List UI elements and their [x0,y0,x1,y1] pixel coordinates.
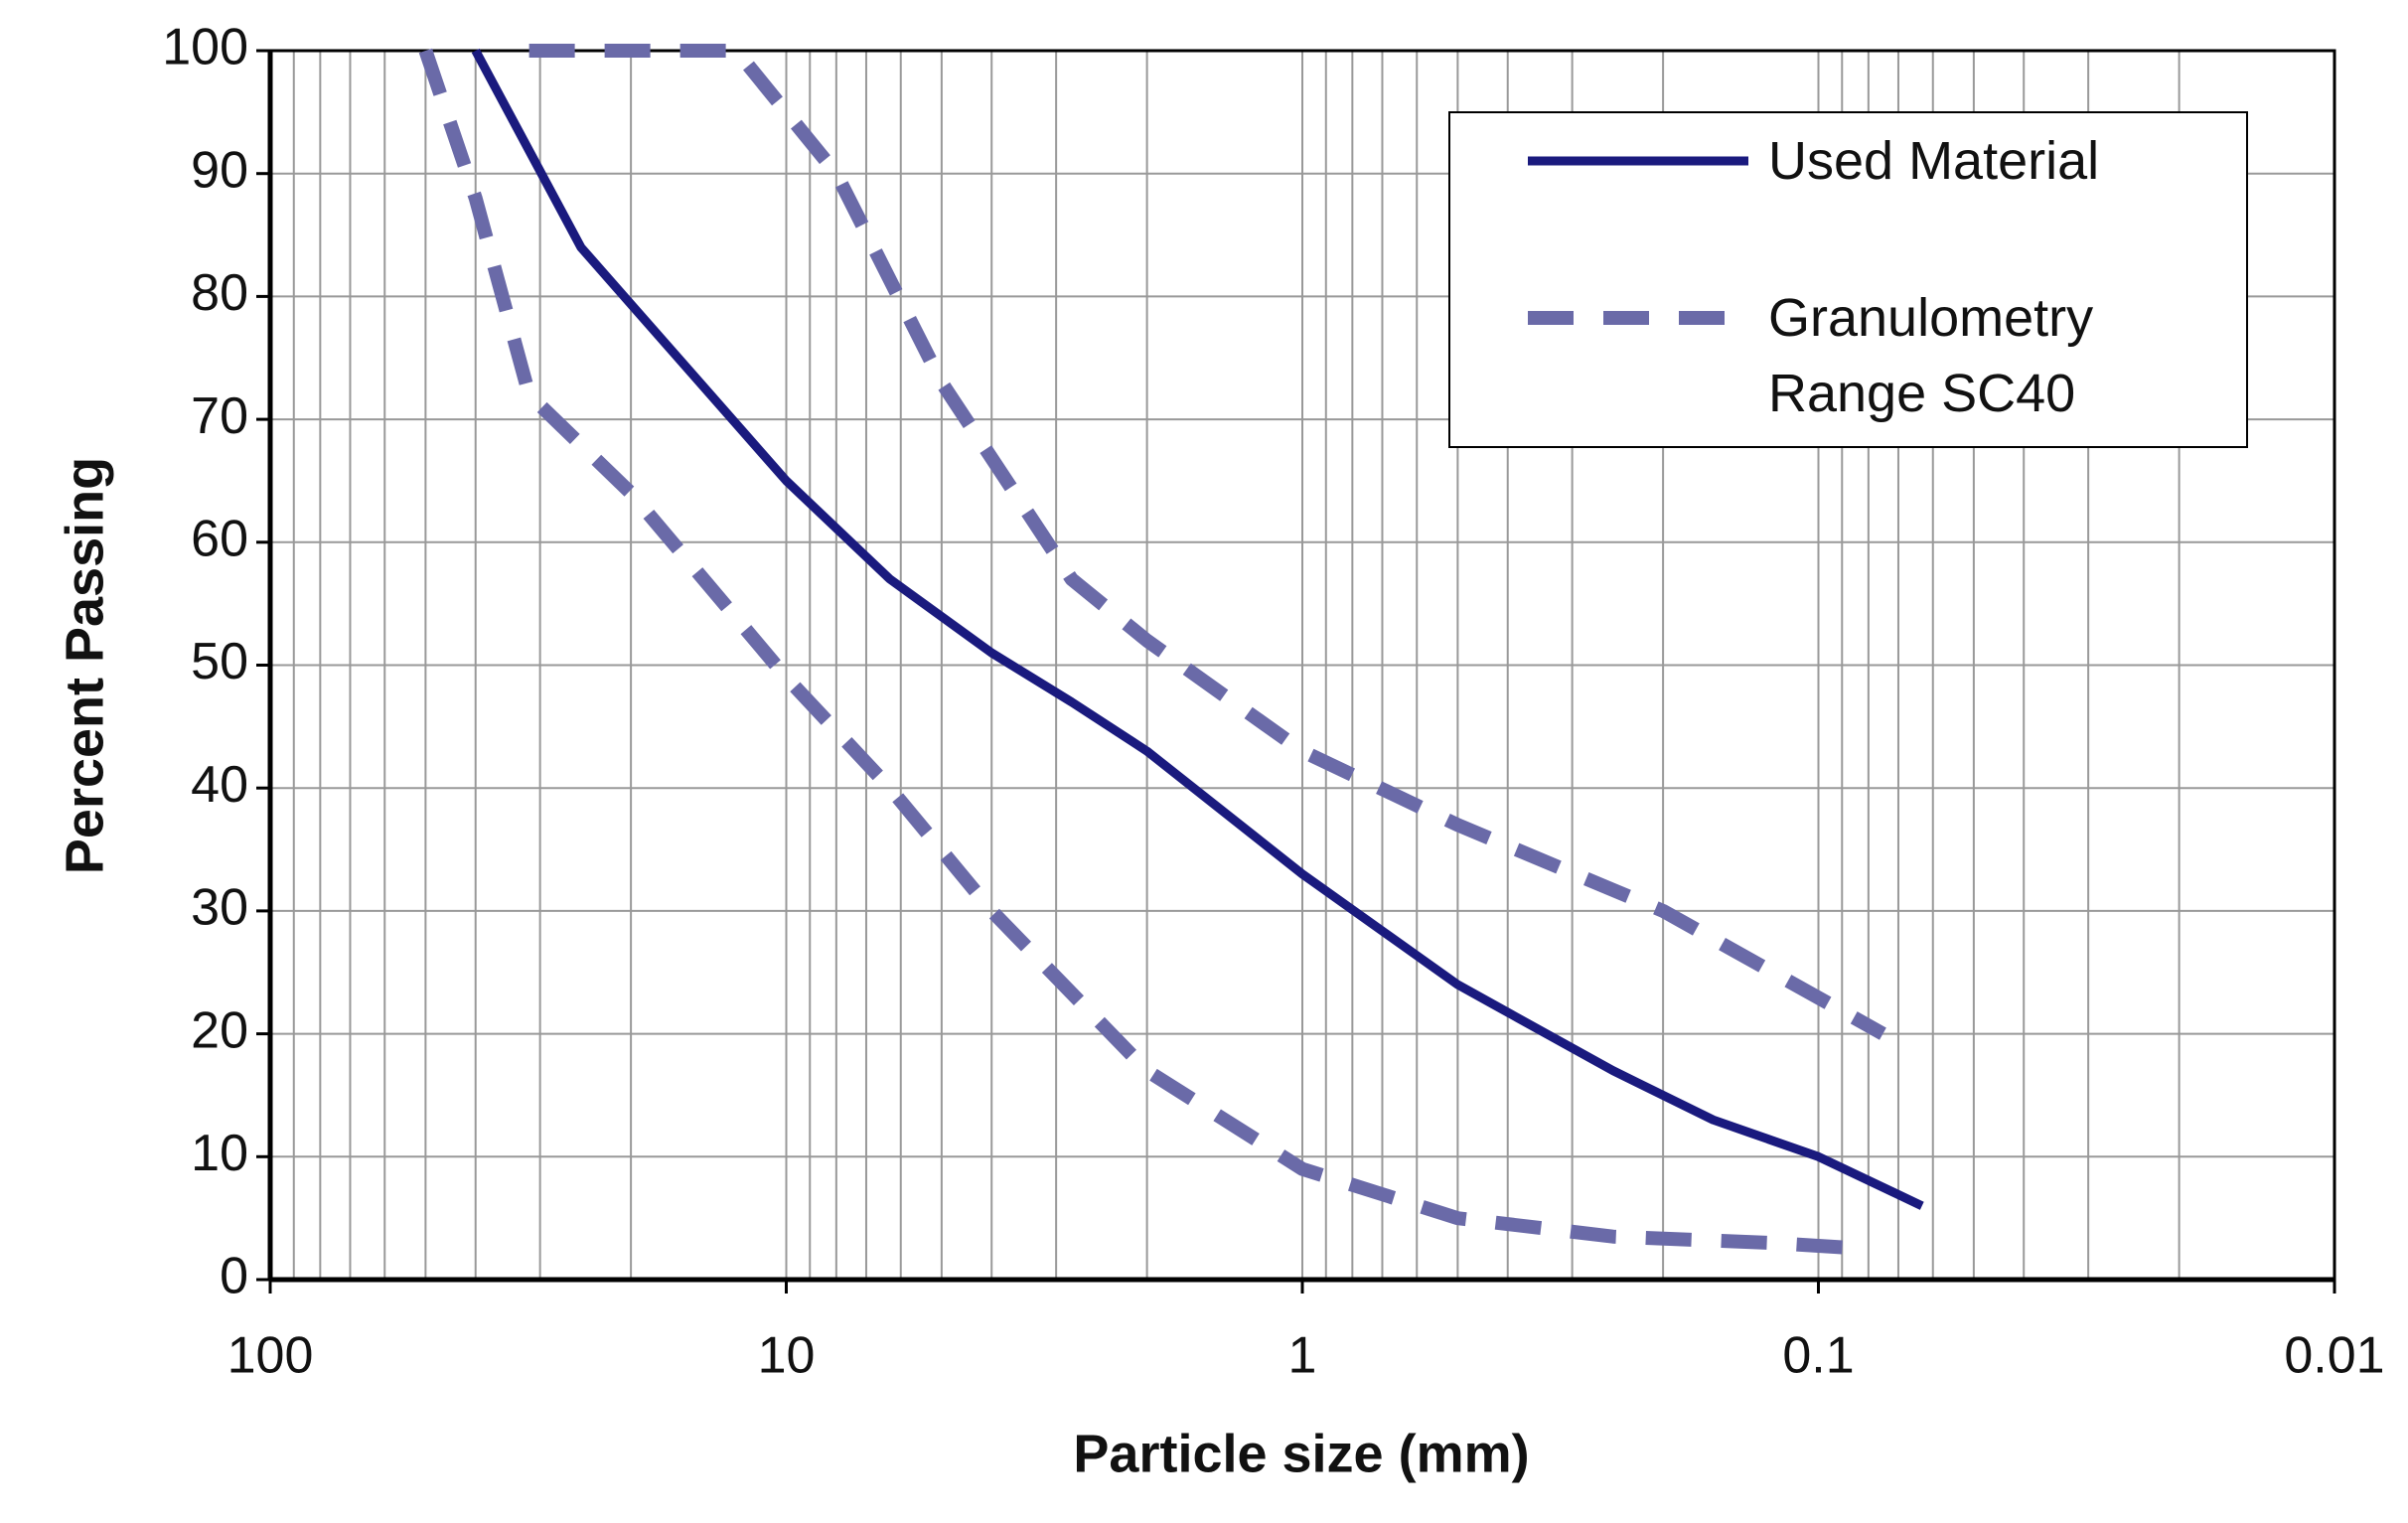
y-tick-label: 70 [191,387,248,445]
legend-item: Used Material [1450,123,2185,199]
y-tick-label: 100 [162,19,248,76]
legend-swatch [1528,156,1748,166]
legend-swatch [1528,311,1748,325]
series-line [471,48,1924,1210]
x-axis-title: Particle size (mm) [1073,1424,1529,1483]
y-tick-label: 30 [191,879,248,937]
x-tick-label: 1 [1288,1327,1317,1385]
x-tick-label: 0.01 [2284,1327,2384,1385]
y-tick-label: 0 [220,1248,248,1305]
legend-label: Granulometry Range SC40 [1768,288,2094,423]
y-tick-label: 50 [191,633,248,690]
x-tick-label: 0.1 [1782,1327,1854,1385]
y-tick-label: 40 [191,756,248,814]
y-tick-label: 10 [191,1125,248,1182]
legend-label: Used Material [1768,131,2100,191]
series-line [418,48,1870,1257]
x-tick-label: 10 [758,1327,816,1385]
y-tick-label: 90 [191,141,248,199]
x-tick-label: 100 [227,1327,314,1385]
legend-item: Granulometry Range SC40 [1450,280,2185,431]
legend: Used Material Granulometry Range SC40 [1448,111,2248,448]
y-axis-title: Percent Passing [55,457,114,874]
y-tick-label: 80 [191,264,248,322]
y-tick-label: 60 [191,511,248,568]
y-tick-label: 20 [191,1001,248,1059]
